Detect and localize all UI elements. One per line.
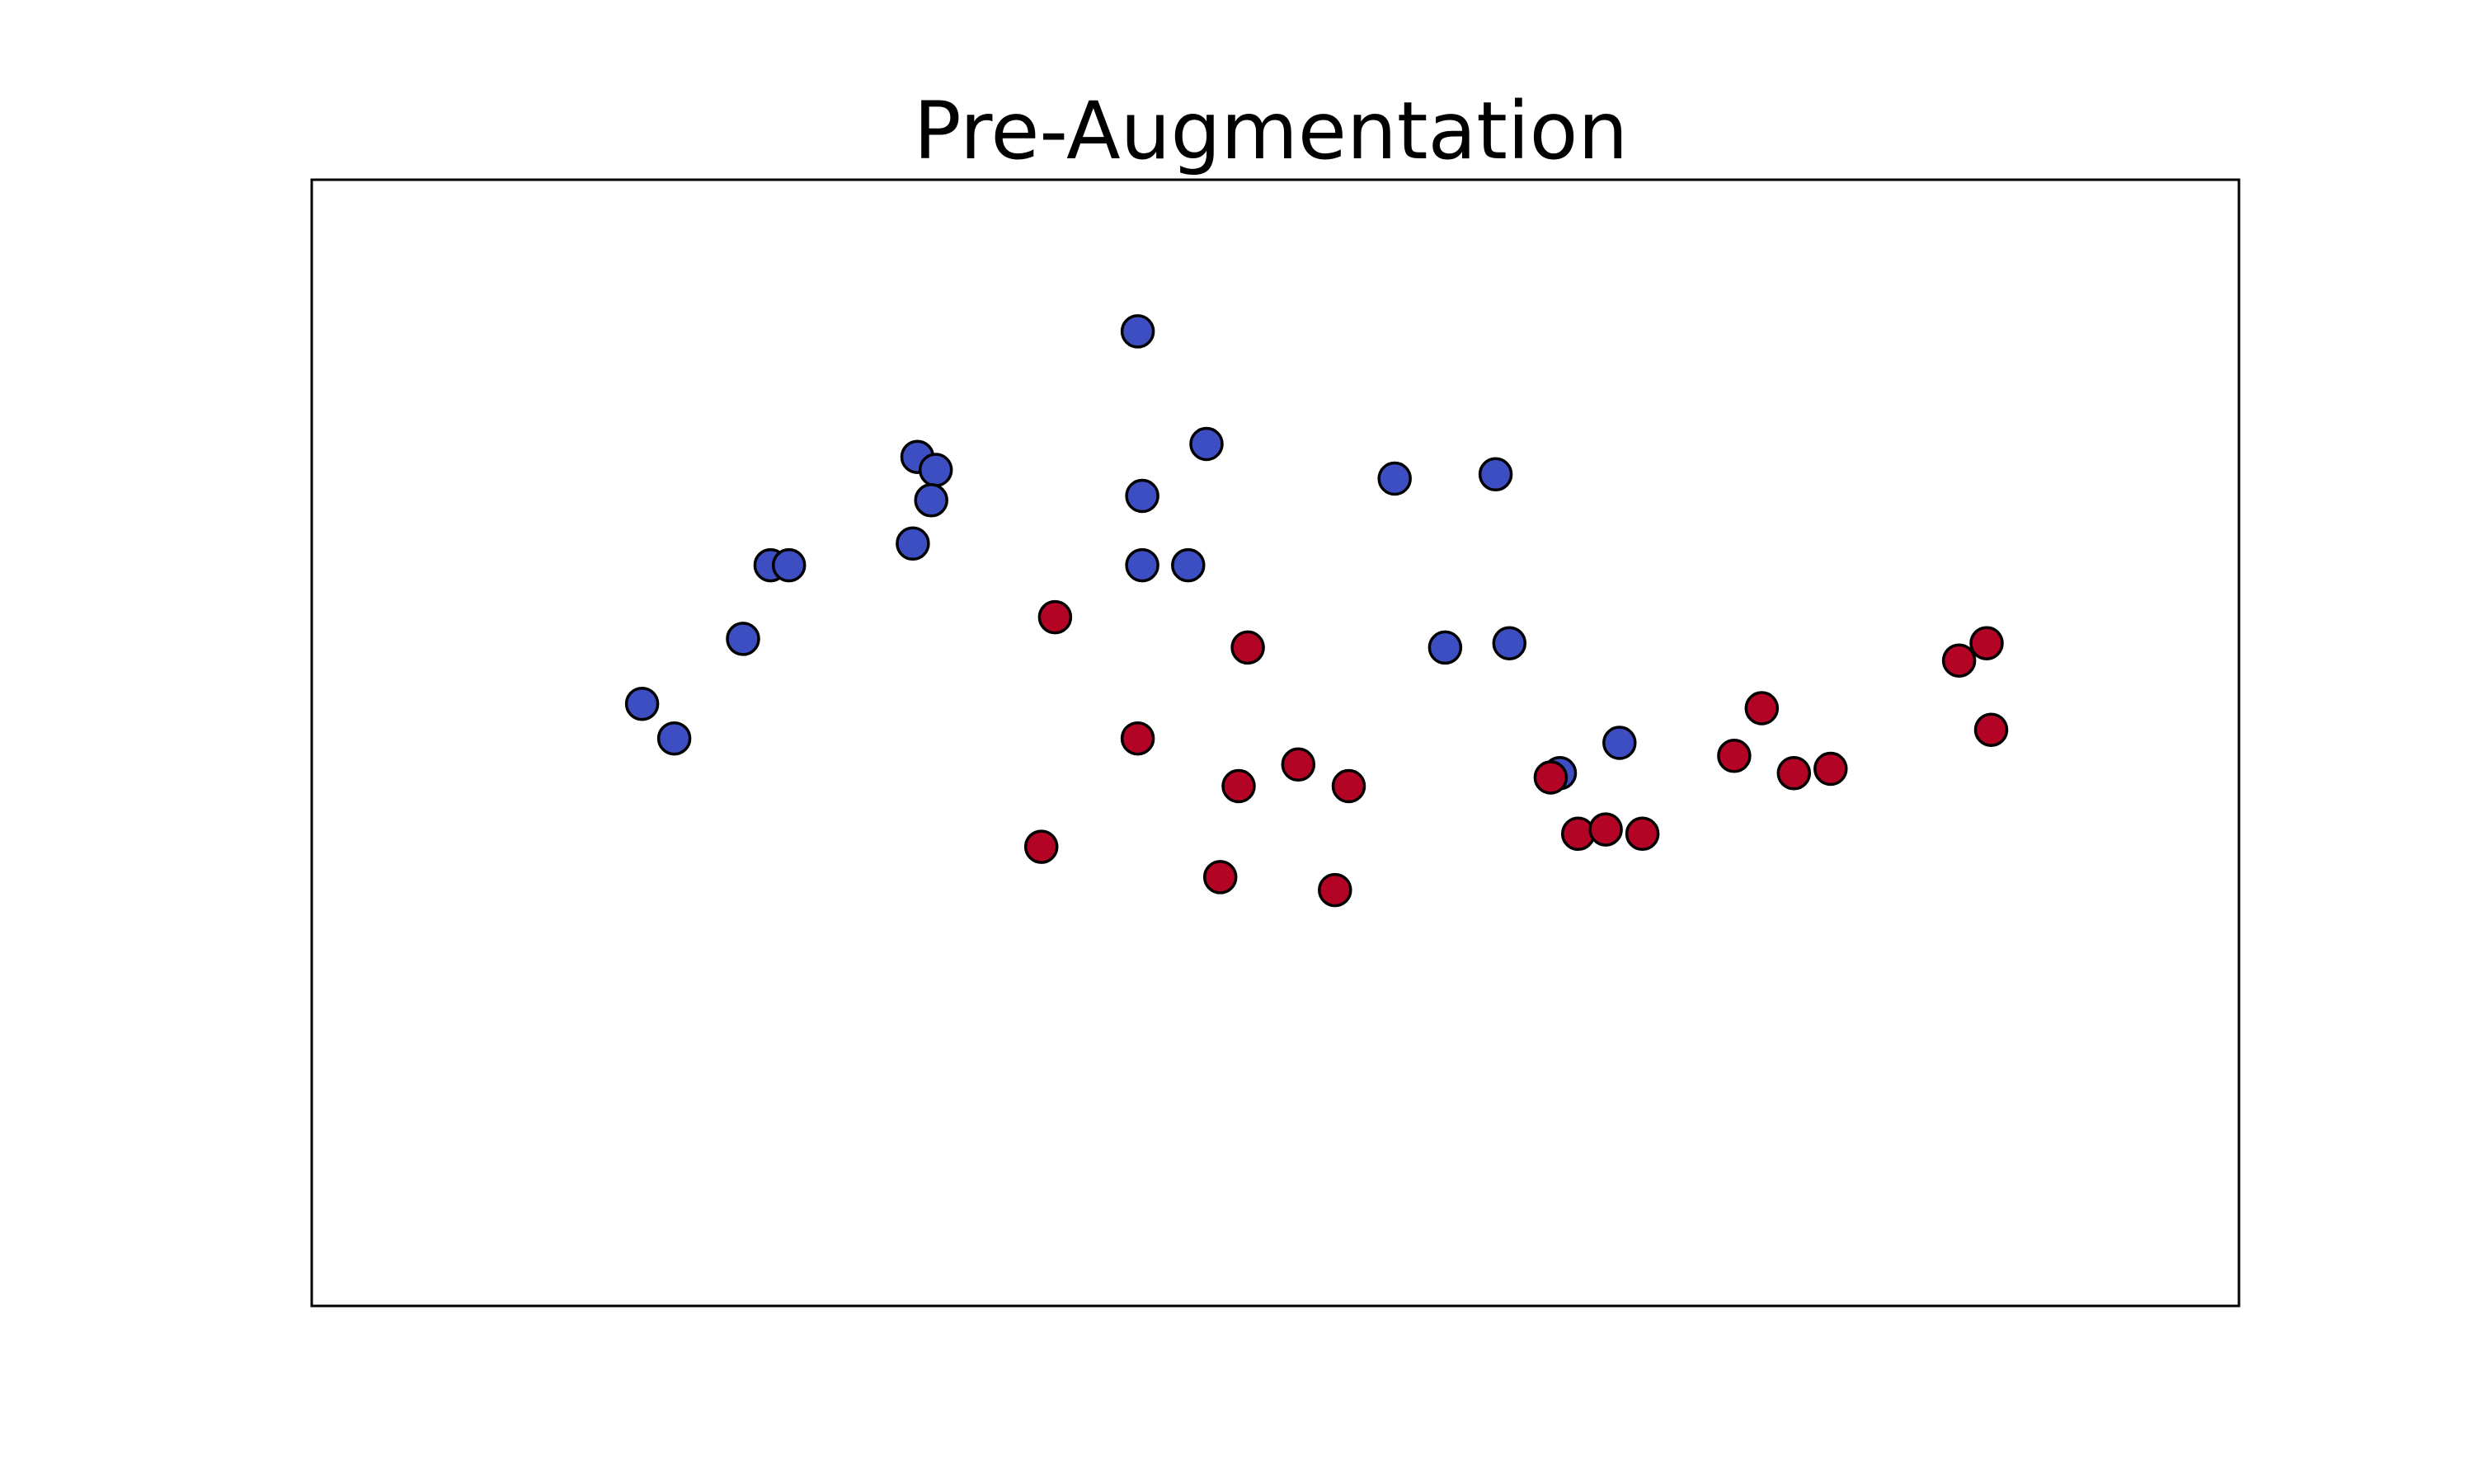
scatter-point-series-2-1	[1037, 599, 1073, 635]
scatter-point-series-2-9	[1588, 812, 1623, 847]
scatter-point-series-1-15	[1427, 630, 1463, 665]
scatter-point-series-2-10	[1625, 816, 1660, 852]
chart-title: Pre-Augmentation	[914, 85, 1628, 177]
scatter-point-series-2-18	[1023, 829, 1059, 864]
scatter-point-series-2-19	[1202, 860, 1238, 895]
scatter-point-series-2-5	[1281, 747, 1316, 782]
scatter-point-series-1-8	[1478, 457, 1513, 492]
scatter-point-series-1-10	[1125, 547, 1159, 583]
scatter-point-series-2-2	[1230, 630, 1265, 665]
scatter-point-series-1-7	[1377, 461, 1412, 496]
scatter-point-series-2-13	[1776, 756, 1812, 791]
scatter-point-series-2-15	[1941, 643, 1977, 678]
data-points	[624, 314, 2009, 908]
scatter-point-series-1-9	[896, 526, 930, 561]
scatter-point-series-2-8	[1560, 816, 1596, 852]
scatter-point-series-1-5	[914, 483, 948, 518]
scatter-point-series-1-11	[1171, 547, 1206, 583]
scatter-point-series-1-19	[1602, 726, 1637, 760]
scatter-point-series-2-14	[1813, 751, 1848, 787]
scatter-point-series-2-20	[1318, 872, 1352, 908]
scatter-point-series-1-4	[918, 453, 953, 487]
scatter-point-series-1-1	[1120, 314, 1155, 349]
scatter-point-series-1-13	[771, 547, 807, 583]
scatter-point-series-2-3	[1120, 721, 1155, 756]
scatter-point-series-1-17	[624, 686, 660, 721]
scatter-point-series-1-2	[1189, 426, 1224, 462]
scatter-point-series-2-17	[1973, 712, 2009, 747]
scatter-point-series-2-4	[1221, 768, 1256, 804]
scatter-point-series-1-14	[726, 622, 760, 656]
plot-area-frame	[310, 178, 2241, 1308]
scatter-point-series-2-6	[1331, 768, 1366, 804]
scatter-point-series-2-7	[1533, 760, 1569, 795]
scatter-point-series-1-18	[656, 721, 692, 756]
scatter-point-series-2-16	[1969, 626, 2004, 660]
scatter-point-series-1-6	[1125, 478, 1159, 514]
scatter-point-series-2-12	[1744, 691, 1780, 726]
scatter-point-series-1-16	[1492, 626, 1527, 660]
scatter-point-series-2-11	[1717, 739, 1752, 773]
